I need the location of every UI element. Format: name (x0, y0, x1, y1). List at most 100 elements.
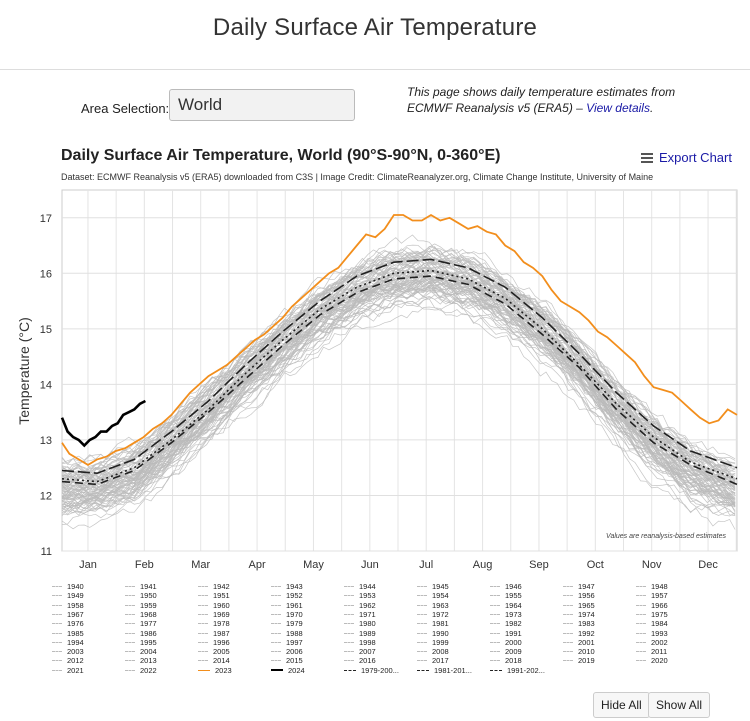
legend-item[interactable]: 1940 (52, 582, 84, 591)
legend-item[interactable]: 1945 (417, 582, 449, 591)
show-all-button[interactable]: Show All (648, 692, 711, 718)
legend-item[interactable]: 2007 (344, 647, 376, 656)
legend-item[interactable]: 1983 (563, 619, 595, 628)
legend-item[interactable]: 2000 (490, 638, 522, 647)
legend-item[interactable]: 2009 (490, 647, 522, 656)
export-chart-button[interactable]: Export Chart (641, 150, 732, 165)
legend-item[interactable]: 2019 (563, 656, 595, 665)
legend-item[interactable]: 1977 (125, 619, 157, 628)
legend-item[interactable]: 2003 (52, 647, 84, 656)
legend-item[interactable]: 1959 (125, 601, 157, 610)
legend-item[interactable]: 2001 (563, 638, 595, 647)
legend-item[interactable]: 2002 (636, 638, 668, 647)
hide-all-button[interactable]: Hide All (593, 692, 650, 718)
legend-item[interactable]: 1972 (417, 610, 449, 619)
legend-item[interactable]: 1949 (52, 591, 84, 600)
legend-item[interactable]: 2006 (271, 647, 303, 656)
legend-item[interactable]: 2015 (271, 656, 303, 665)
legend-item[interactable]: 1974 (563, 610, 595, 619)
legend-item[interactable]: 1969 (198, 610, 230, 619)
legend-item[interactable]: 1955 (490, 591, 522, 600)
legend-item[interactable]: 1991 (490, 629, 522, 638)
legend-item[interactable]: 2022 (125, 666, 157, 675)
legend-item[interactable]: 1964 (490, 601, 522, 610)
legend-item[interactable]: 1970 (271, 610, 303, 619)
legend-item[interactable]: 1958 (52, 601, 84, 610)
legend-item[interactable]: 1980 (344, 619, 376, 628)
legend-item[interactable]: 1987 (198, 629, 230, 638)
legend-item[interactable]: 1948 (636, 582, 668, 591)
legend-item[interactable]: 1984 (636, 619, 668, 628)
legend-item[interactable]: 1971 (344, 610, 376, 619)
legend-item[interactable]: 1961 (271, 601, 303, 610)
legend-item[interactable]: 1947 (563, 582, 595, 591)
legend-item[interactable]: 1944 (344, 582, 376, 591)
legend-item[interactable]: 1993 (636, 629, 668, 638)
legend-item[interactable]: 1979 (271, 619, 303, 628)
legend-item[interactable]: 1976 (52, 619, 84, 628)
legend-item[interactable]: 2024 (271, 666, 305, 675)
legend-item[interactable]: 1957 (636, 591, 668, 600)
legend-swatch (125, 632, 135, 634)
legend-item[interactable]: 1996 (198, 638, 230, 647)
legend-item[interactable]: 2016 (344, 656, 376, 665)
legend-item[interactable]: 1985 (52, 629, 84, 638)
legend-item[interactable]: 2023 (198, 666, 232, 675)
legend-item[interactable]: 2020 (636, 656, 668, 665)
legend-item[interactable]: 1966 (636, 601, 668, 610)
legend-item[interactable]: 2005 (198, 647, 230, 656)
legend-item[interactable]: 1979-200... (344, 666, 399, 675)
legend-item[interactable]: 1986 (125, 629, 157, 638)
y-tick-label: 13 (40, 435, 52, 447)
legend-item[interactable]: 1998 (344, 638, 376, 647)
legend-item[interactable]: 2008 (417, 647, 449, 656)
legend-item[interactable]: 1988 (271, 629, 303, 638)
legend-item[interactable]: 2014 (198, 656, 230, 665)
legend-item[interactable]: 1963 (417, 601, 449, 610)
legend-item[interactable]: 1992 (563, 629, 595, 638)
legend-item[interactable]: 1978 (198, 619, 230, 628)
legend-item[interactable]: 2021 (52, 666, 84, 675)
legend-item[interactable]: 1965 (563, 601, 595, 610)
legend-item[interactable]: 1999 (417, 638, 449, 647)
legend-label: 1991 (505, 628, 522, 638)
legend-item[interactable]: 1995 (125, 638, 157, 647)
legend-item[interactable]: 1991-202... (490, 666, 545, 675)
legend-item[interactable]: 1943 (271, 582, 303, 591)
legend-item[interactable]: 1981-201... (417, 666, 472, 675)
area-selection-input[interactable]: World (169, 89, 355, 121)
view-details-link[interactable]: View details (586, 101, 650, 115)
legend-item[interactable]: 1994 (52, 638, 84, 647)
legend-item[interactable]: 1989 (344, 629, 376, 638)
legend-item[interactable]: 1956 (563, 591, 595, 600)
legend-item[interactable]: 1946 (490, 582, 522, 591)
legend-item[interactable]: 2011 (636, 647, 667, 656)
legend-item[interactable]: 1982 (490, 619, 522, 628)
legend-item[interactable]: 2012 (52, 656, 84, 665)
legend-item[interactable]: 2017 (417, 656, 449, 665)
legend-item[interactable]: 1953 (344, 591, 376, 600)
legend-item[interactable]: 1981 (417, 619, 449, 628)
legend-swatch (344, 623, 354, 625)
legend-item[interactable]: 1942 (198, 582, 230, 591)
legend-item[interactable]: 1967 (52, 610, 84, 619)
legend-item[interactable]: 1990 (417, 629, 449, 638)
legend-label: 1958 (67, 600, 84, 610)
legend-item[interactable]: 2013 (125, 656, 157, 665)
legend-item[interactable]: 1941 (125, 582, 157, 591)
legend-item[interactable]: 1960 (198, 601, 230, 610)
legend-label: 2024 (288, 665, 305, 675)
legend-item[interactable]: 2018 (490, 656, 522, 665)
legend-item[interactable]: 1962 (344, 601, 376, 610)
legend-item[interactable]: 1951 (198, 591, 230, 600)
legend-item[interactable]: 1997 (271, 638, 303, 647)
legend-item[interactable]: 2010 (563, 647, 595, 656)
legend-item[interactable]: 1973 (490, 610, 522, 619)
legend-item[interactable]: 1952 (271, 591, 303, 600)
legend-item[interactable]: 2004 (125, 647, 157, 656)
legend-item[interactable]: 1975 (636, 610, 668, 619)
legend-item[interactable]: 1950 (125, 591, 157, 600)
legend-item[interactable]: 1968 (125, 610, 157, 619)
legend-item[interactable]: 1954 (417, 591, 449, 600)
legend-label: 1983 (578, 619, 595, 629)
